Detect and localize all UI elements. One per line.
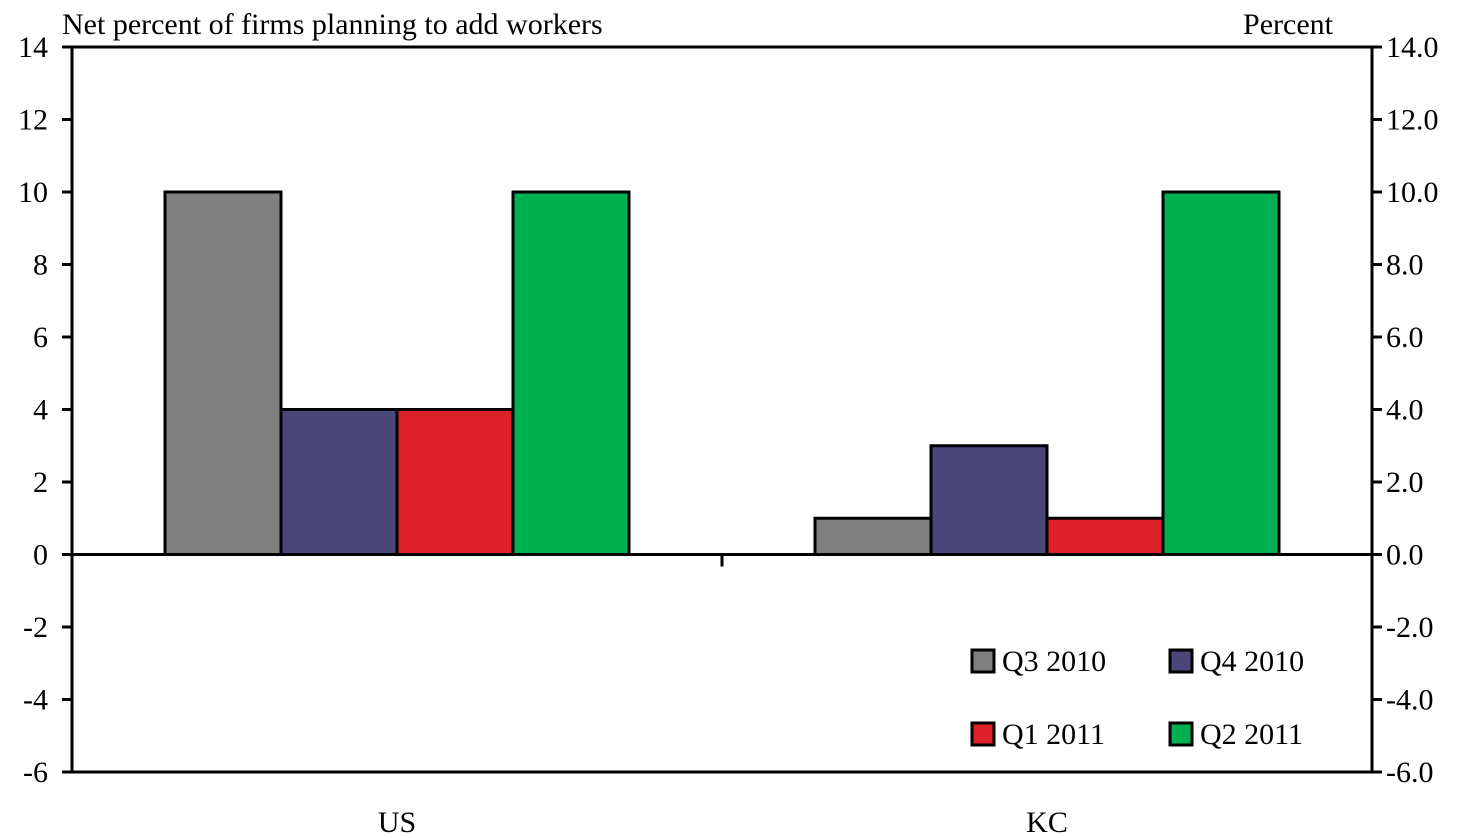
left-tick-label: 10 [18, 176, 48, 209]
category-label: US [378, 806, 416, 838]
bar [929, 444, 1049, 556]
right-tick-label: 2.0 [1386, 466, 1424, 499]
right-tick-label: 10.0 [1386, 176, 1439, 209]
legend-label: Q1 2011 [1002, 718, 1105, 751]
legend-label: Q3 2010 [1002, 645, 1106, 678]
left-tick-label: -2 [23, 611, 48, 644]
bars [163, 190, 1281, 556]
bar [395, 408, 515, 556]
legend-label: Q2 2011 [1200, 718, 1303, 751]
bar [163, 190, 283, 556]
legend-label: Q4 2010 [1200, 645, 1304, 678]
left-tick-label: 4 [33, 394, 48, 427]
left-axis-title: Net percent of firms planning to add wor… [62, 8, 603, 41]
left-tick-label: -4 [23, 684, 48, 717]
left-tick-label: 12 [18, 104, 48, 137]
axes: 14 14.0 12 12.0 10 10.0 8 8.0 6 6.0 4 4.0 2 2.0 0 0.0 -2… [18, 31, 1439, 838]
legend-swatch [1168, 648, 1194, 674]
right-tick-label: 12.0 [1386, 104, 1439, 137]
bar [1045, 516, 1165, 556]
left-tick-label: 6 [33, 321, 48, 354]
left-tick-label: -6 [23, 756, 48, 789]
left-tick-label: 2 [33, 466, 48, 499]
left-tick-label: 0 [33, 539, 48, 572]
legend-swatch [970, 648, 996, 674]
right-tick-label: -4.0 [1386, 684, 1434, 717]
right-tick-label: -6.0 [1386, 756, 1434, 789]
right-tick-label: 14.0 [1386, 31, 1439, 64]
bar [279, 408, 399, 556]
right-tick-label: -2.0 [1386, 611, 1434, 644]
right-tick-label: 6.0 [1386, 321, 1424, 354]
left-tick-label: 8 [33, 249, 48, 282]
right-axis-title: Percent [1243, 8, 1334, 41]
left-tick-label: 14 [18, 31, 48, 64]
bar [1161, 190, 1281, 556]
legend-swatch [1168, 721, 1194, 747]
legend-swatch [970, 721, 996, 747]
category-label: KC [1026, 806, 1068, 838]
right-tick-label: 4.0 [1386, 394, 1424, 427]
legend: Q3 2010 Q4 2010 Q1 2011 Q2 2011 [970, 645, 1304, 751]
titles: Net percent of firms planning to add wor… [62, 8, 1334, 41]
right-tick-label: 8.0 [1386, 249, 1424, 282]
bar [511, 190, 631, 556]
right-tick-label: 0.0 [1386, 539, 1424, 572]
bar [813, 516, 933, 556]
